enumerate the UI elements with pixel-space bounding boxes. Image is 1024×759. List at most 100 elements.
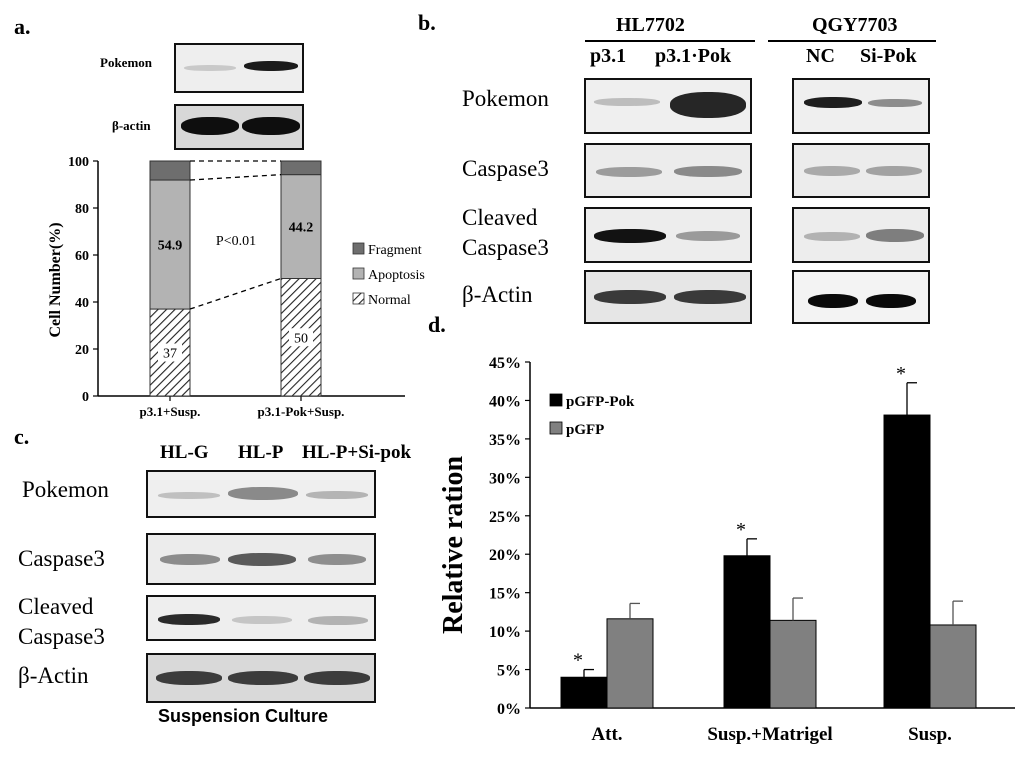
y-tick-label: 10%	[489, 624, 521, 641]
y-tick-label: 100	[68, 155, 89, 170]
band	[228, 487, 298, 500]
legend-swatch	[549, 393, 563, 407]
bar-apoptosis	[149, 179, 191, 310]
y-tick-label: 0%	[497, 701, 521, 718]
band	[244, 61, 298, 71]
group-hl7702: HL7702	[616, 14, 685, 36]
lane-p31: p3.1	[590, 45, 627, 67]
group-underline	[768, 40, 936, 42]
band	[674, 290, 746, 304]
band	[866, 166, 922, 176]
y-tick-label: 25%	[489, 509, 521, 526]
x-tick-label: Susp.	[908, 724, 952, 745]
bar-pgfp-pok	[560, 676, 608, 709]
blot-a-label-pokemon: Pokemon	[100, 55, 152, 70]
data-label-apoptosis: 44.2	[289, 221, 314, 236]
lane-p31-pok: p3.1·Pok	[655, 45, 732, 67]
row-b-actin: β-Actin	[462, 282, 533, 307]
legend-label: pGFP	[566, 422, 604, 438]
connector-line	[189, 277, 282, 310]
band	[184, 65, 236, 71]
band	[181, 117, 239, 135]
band	[304, 671, 370, 685]
band	[596, 167, 662, 177]
blot-a-pokemon	[174, 43, 304, 93]
blot-b-qgy-actin	[792, 270, 930, 324]
data-label-normal: 37	[163, 347, 177, 362]
connector-line	[189, 173, 282, 181]
data-label-apoptosis: 54.9	[158, 239, 183, 254]
band	[228, 553, 296, 566]
bar-pgfp	[929, 624, 977, 709]
band	[670, 92, 746, 118]
panel-b-letter: b.	[418, 10, 436, 35]
data-label-normal: 50	[294, 331, 308, 346]
legend-swatch	[352, 292, 365, 305]
x-tick-label: Susp.+Matrigel	[707, 724, 832, 745]
lane-hl-g: HL-G	[160, 442, 209, 463]
y-tick-label: 0	[82, 390, 89, 405]
blot-b-qgy-cleaved	[792, 207, 930, 263]
y-tick-label: 80	[75, 202, 89, 217]
x-tick-label: p3.1+Susp.	[140, 404, 201, 419]
legend-label: Apoptosis	[368, 268, 425, 283]
y-tick-label: 60	[75, 249, 89, 264]
band	[232, 616, 292, 624]
row-b-cleaved: Cleaved	[462, 205, 538, 230]
bar-pgfp-pok	[723, 555, 771, 709]
y-tick-label: 40%	[489, 393, 521, 410]
lane-hl-p-si-pok: HL-P+Si-pok	[302, 442, 412, 463]
significance-star: *	[896, 363, 906, 385]
lane-nc: NC	[806, 45, 835, 67]
bar-pgfp-pok	[883, 414, 931, 709]
blot-c-caspase3	[146, 533, 376, 585]
band	[804, 97, 862, 108]
bar-pgfp	[606, 618, 654, 709]
band	[242, 117, 300, 135]
y-tick-label: 20	[75, 343, 89, 358]
legend-label: Normal	[368, 293, 411, 308]
caption-suspension-culture: Suspension Culture	[158, 706, 329, 726]
y-tick-label: 30%	[489, 470, 521, 487]
bar-pgfp	[769, 619, 817, 709]
band	[306, 491, 368, 499]
row-c-cleaved-caspase3: Caspase3	[18, 624, 105, 649]
band	[160, 554, 220, 565]
y-tick-label: 40	[75, 296, 89, 311]
y-axis-title: Relative ration	[438, 456, 469, 634]
row-b-pokemon: Pokemon	[462, 86, 549, 111]
y-tick-label: 15%	[489, 586, 521, 603]
band	[156, 671, 222, 685]
band	[158, 614, 220, 625]
lane-si-pok: Si-Pok	[860, 45, 917, 67]
blot-b-hl-actin	[584, 270, 752, 324]
y-tick-label: 35%	[489, 432, 521, 449]
band	[158, 492, 220, 499]
blot-c-cleaved	[146, 595, 376, 641]
band	[308, 616, 368, 625]
group-underline	[585, 40, 755, 42]
band	[808, 294, 858, 308]
blot-a-actin	[174, 104, 304, 150]
band	[804, 232, 860, 241]
y-axis-title: Cell Number(%)	[47, 222, 64, 337]
significance-star: *	[736, 519, 746, 541]
chart-d: 0% 5% 10% 15% 20% 25% 30% 35% 40% 45% Att. Susp.+Ma…	[438, 355, 1015, 745]
data-label-bg	[289, 328, 313, 347]
legend-swatch	[352, 267, 365, 280]
blot-b-hl-pokemon	[584, 78, 752, 134]
row-c-cleaved: Cleaved	[18, 594, 94, 619]
x-tick-label: p3.1-Pok+Susp.	[258, 404, 345, 419]
significance-star: *	[573, 650, 583, 672]
row-c-actin: β-Actin	[18, 663, 89, 688]
legend-swatch	[549, 421, 563, 435]
legend-swatch	[352, 242, 365, 255]
band	[804, 166, 860, 176]
band	[594, 98, 660, 106]
band	[866, 229, 924, 242]
blot-a-label-actin: β-actin	[112, 118, 151, 133]
panel-c-letter: c.	[14, 424, 30, 449]
panel-d-letter: d.	[428, 312, 446, 337]
row-b-caspase3: Caspase3	[462, 156, 549, 181]
row-c-caspase3: Caspase3	[18, 546, 105, 571]
